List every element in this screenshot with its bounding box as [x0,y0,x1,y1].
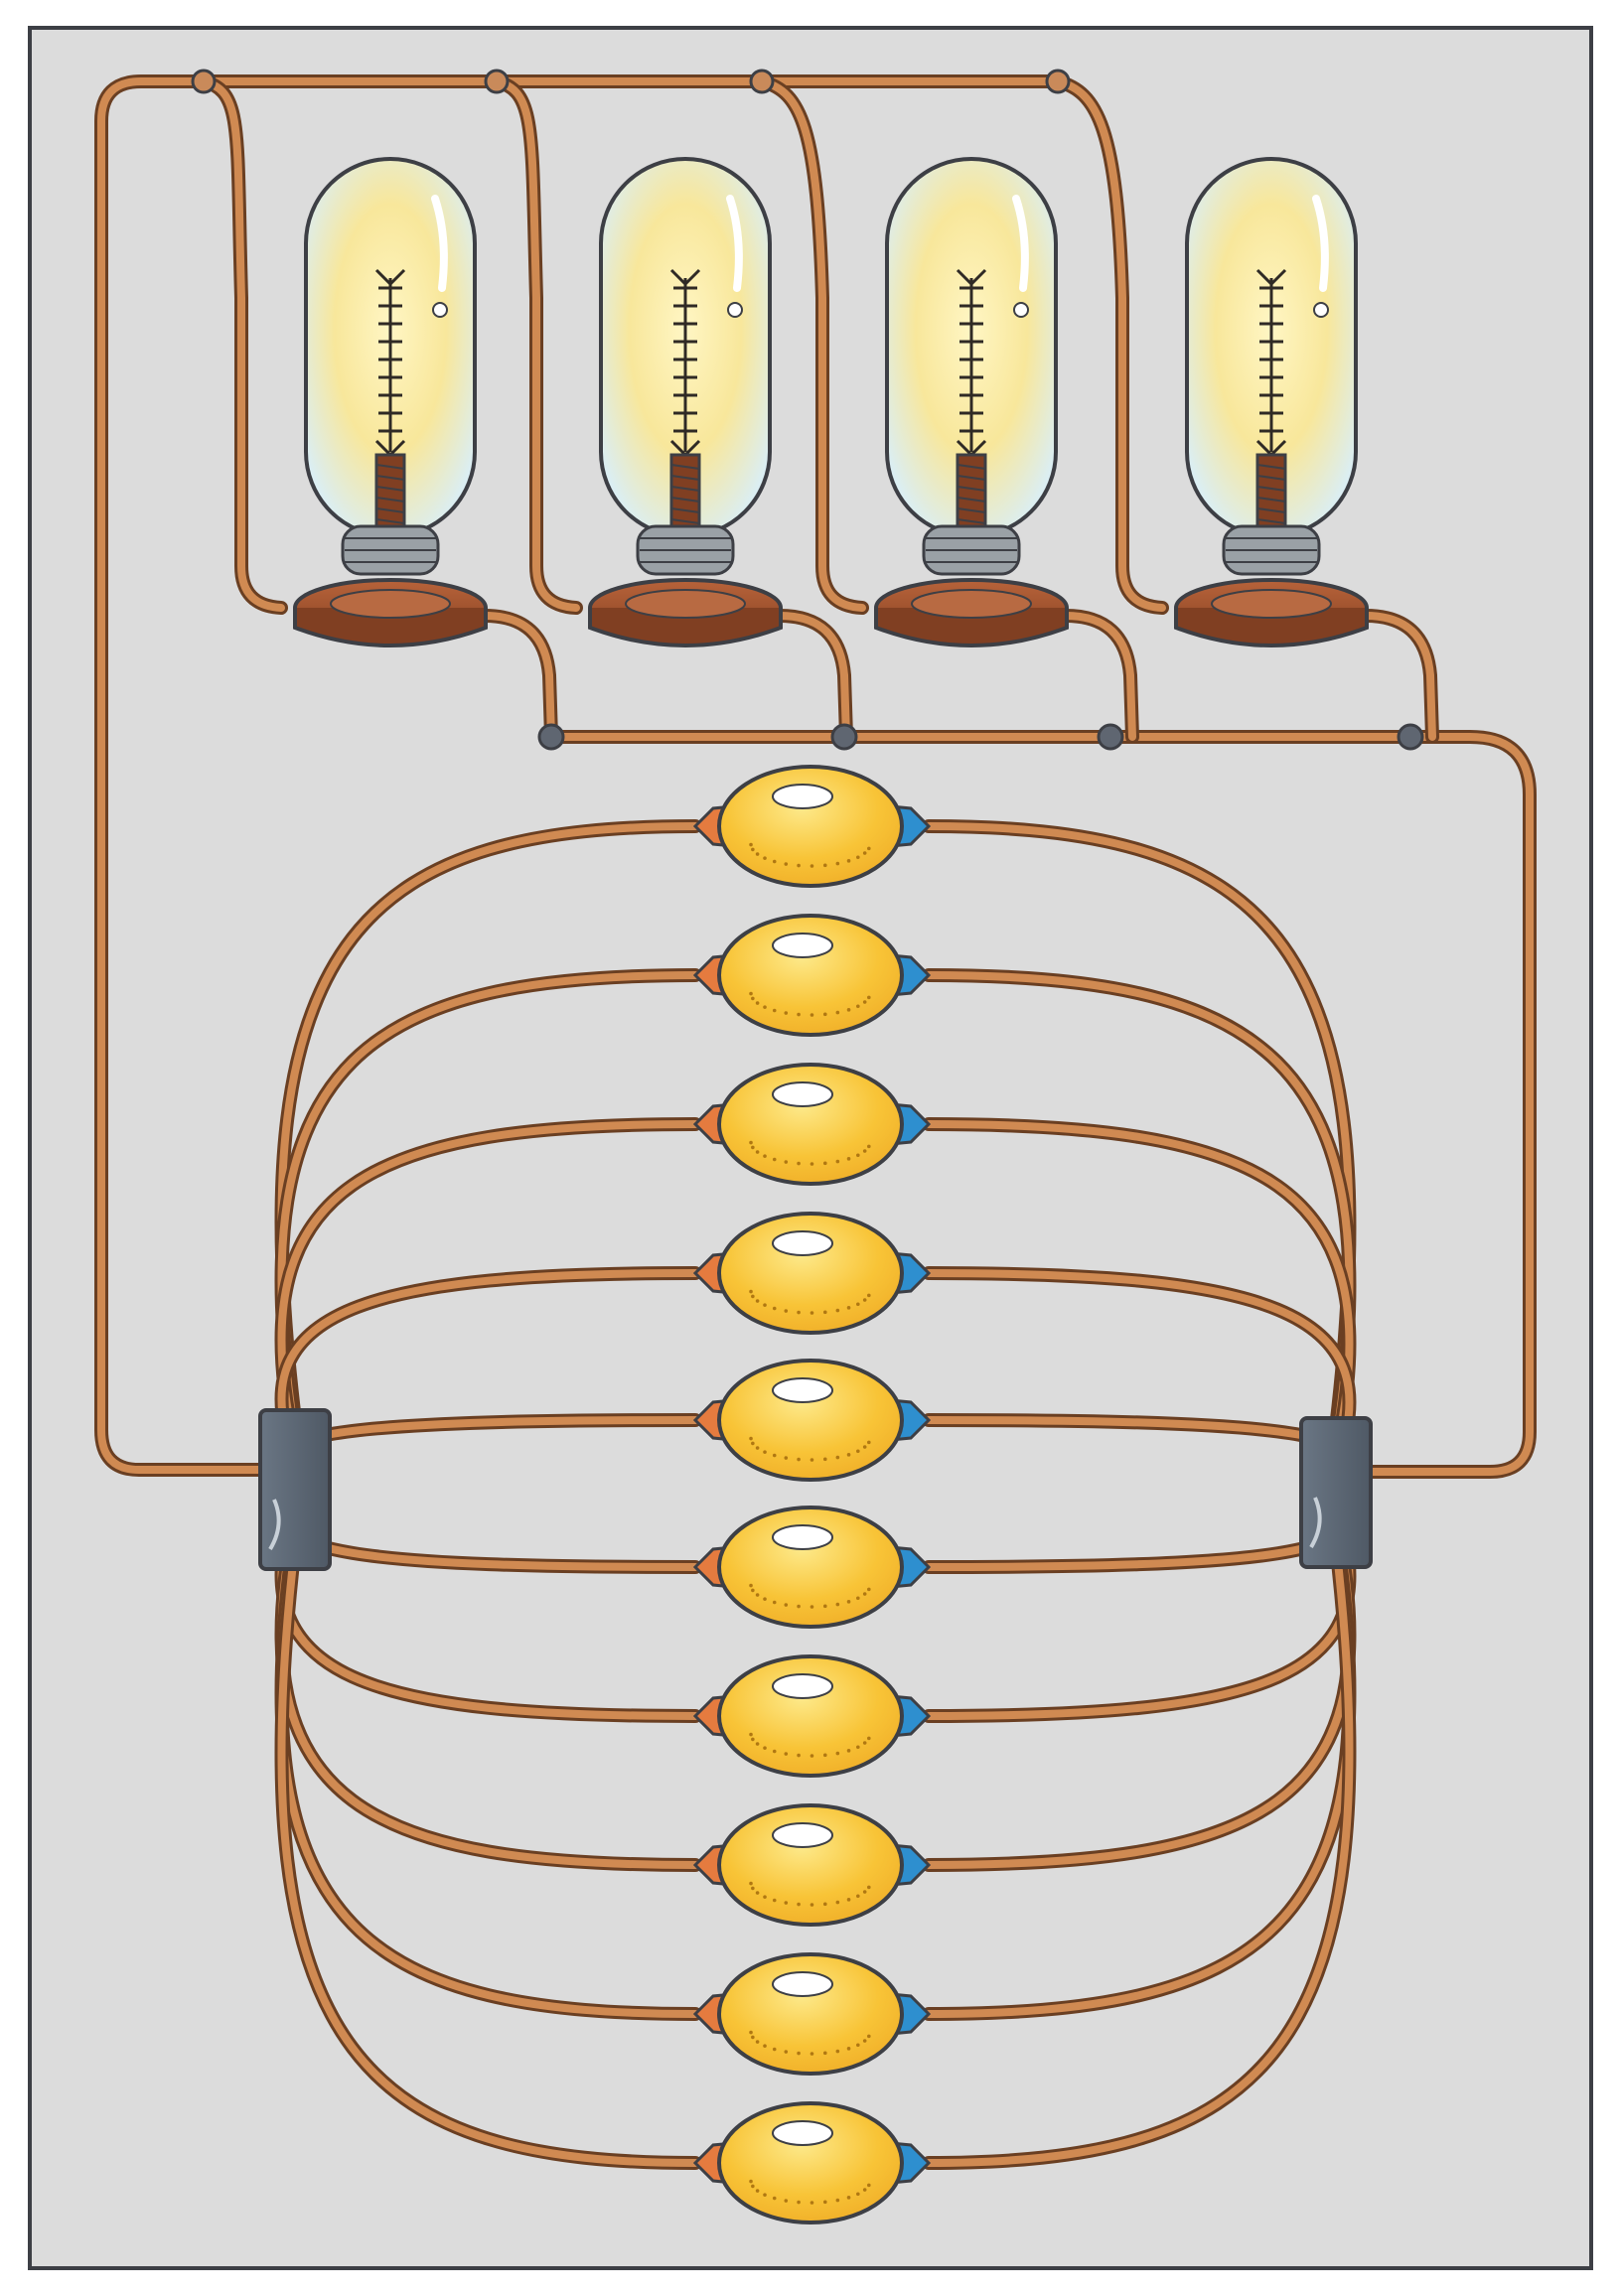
bulb-glint [1013,302,1029,318]
lemon-left-wire [274,1117,702,1455]
bulb-filament [669,268,701,458]
lemon-highlight [772,1377,833,1403]
bulb-glint [727,302,743,318]
bulb-highlight [1012,195,1029,292]
lemon-body [717,1803,904,1927]
wire-junction-icon [749,69,775,94]
bulb-feed-wire [755,74,869,615]
bulb-return-wire [773,609,853,744]
top-rail-wire [94,74,1065,1477]
lemon-left-wire [274,1538,702,2170]
lemon-body [717,1212,904,1335]
wire-junction-icon [537,723,565,751]
wire-junctions [191,69,1424,751]
lemon-highlight [772,1230,833,1256]
lemon-cell-icon [692,1063,932,1186]
lemon-cell-icon [692,765,932,888]
lemon-cell-icon [692,1952,932,2076]
light-bulbs [293,157,1369,647]
bulb-base-rim [911,589,1032,619]
wire-junction-icon [830,723,858,751]
lemon-highlight [772,933,833,958]
bulb-glint [432,302,448,318]
lemon-right-wire [922,1537,1357,2170]
lemon-highlight [772,1081,833,1107]
lemon-body [717,1359,904,1482]
lemon-highlight [772,2120,833,2146]
lemon-body [717,1654,904,1778]
wire-junction-icon [1045,69,1071,94]
lemon-cell-icon [692,1654,932,1778]
bulb-filament [1255,268,1287,458]
lemon-body [717,765,904,888]
lemon-highlight [772,1673,833,1699]
lemon-body [717,1952,904,2076]
light-bulb-icon [588,157,783,647]
lemon-right-wire [922,1266,1357,1474]
terminal-block-icon [258,1408,332,1571]
lemon-body [717,1063,904,1186]
bulb-base-rim [625,589,746,619]
bulb-base-rim [330,589,451,619]
lemon-cell-icon [692,1506,932,1629]
lemon-highlight [772,1524,833,1550]
wire-junction-icon [1097,723,1124,751]
lemon-cell-icon [692,1359,932,1482]
wire-junction-icon [191,69,217,94]
light-bulb-icon [874,157,1069,647]
lemon-highlight [772,784,833,809]
bulb-feed-wire [490,74,583,615]
bottom-rail-wire [544,730,1537,1479]
bulb-base-side [874,608,1069,647]
lemon-body [717,1506,904,1629]
bulb-feed-wire [1051,74,1169,615]
lemon-cells [692,765,932,2224]
lemon-body [717,914,904,1037]
bulb-base-side [293,608,488,647]
bulb-highlight [726,195,743,292]
bulb-highlight [1312,195,1329,292]
bulb-base-side [1174,608,1369,647]
wire-network [94,74,1537,2170]
bulb-base-side [588,608,783,647]
terminal-block-icon [1299,1416,1373,1569]
wire-junction-icon [484,69,510,94]
light-bulb-icon [293,157,488,647]
lemon-cell-icon [692,1212,932,1335]
bulb-base-rim [1211,589,1332,619]
lemon-left-wire [274,1266,702,1469]
bulb-highlight [431,195,448,292]
lemon-cell-icon [692,2101,932,2224]
lemon-highlight [772,1971,833,1997]
bulb-return-wire [1059,609,1139,744]
terminal-blocks [258,1408,1373,1571]
bulb-return-wire [1359,609,1439,744]
lemon-cell-icon [692,1803,932,1927]
lemon-highlight [772,1822,833,1848]
bulb-feed-wire [197,74,288,615]
lemon-body [717,2101,904,2224]
bulb-filament [374,268,406,458]
light-bulb-icon [1174,157,1369,647]
wire-junction-icon [1397,723,1424,751]
bulb-return-wire [478,609,558,744]
lemon-cell-icon [692,914,932,1037]
bulb-filament [956,268,987,458]
lemon-right-wire [922,1117,1357,1461]
bulb-glint [1313,302,1329,318]
